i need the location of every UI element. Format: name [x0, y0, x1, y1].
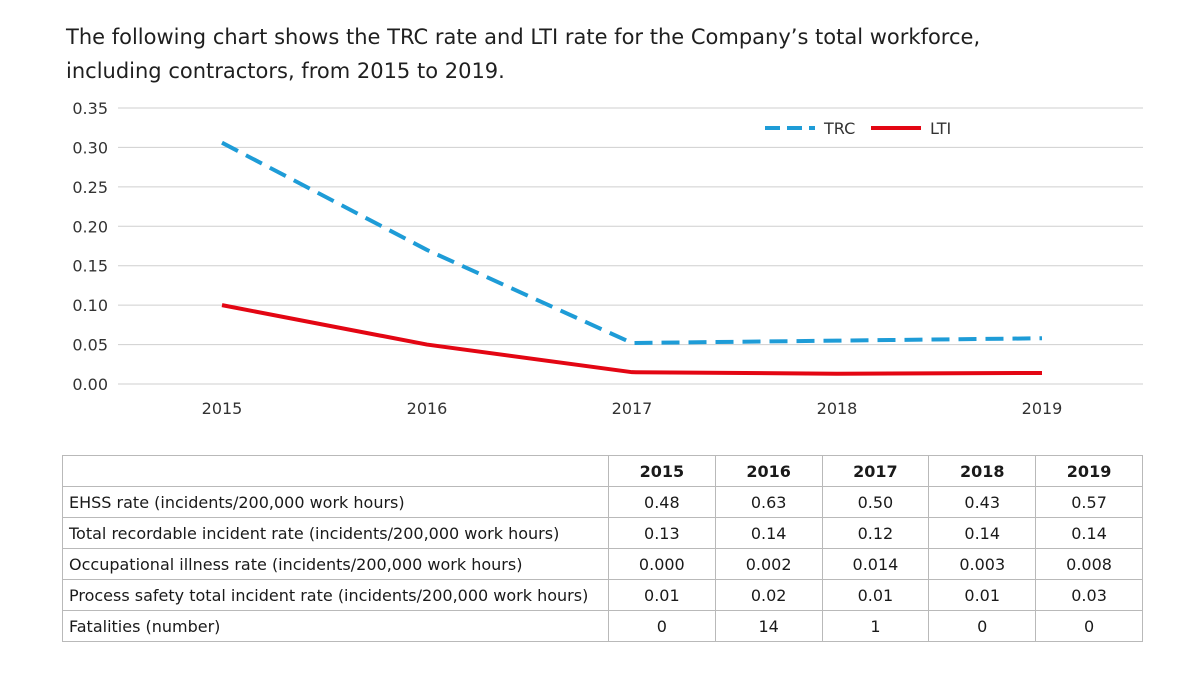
legend-label-trc: TRC [823, 119, 855, 138]
series-line-trc [221, 140, 1043, 345]
table-header-year: 2018 [928, 455, 1037, 487]
table-cell: 0.14 [928, 517, 1037, 549]
table-cell: 0 [607, 610, 716, 642]
line-chart: 0.00 0.05 0.10 0.15 0.20 0.25 0.30 0.35 2015 2016… [72, 99, 1143, 418]
table-cell: 0.003 [928, 548, 1037, 580]
y-tick-label: 0.30 [72, 138, 108, 157]
table-cell: 0.63 [714, 486, 823, 518]
y-tick-label: 0.20 [72, 217, 108, 236]
x-tick-label: 2016 [407, 399, 448, 418]
table-row: EHSS rate (incidents/200,000 work hours)… [62, 486, 1143, 518]
x-tick-label: 2015 [202, 399, 243, 418]
table-cell: 0.008 [1035, 548, 1143, 580]
table-cell: 0.13 [607, 517, 716, 549]
table-header-year: 2019 [1035, 455, 1143, 487]
row-label: Process safety total incident rate (inci… [62, 579, 609, 611]
table-cell: 0 [928, 610, 1037, 642]
table-cell: 1 [821, 610, 930, 642]
y-tick-label: 0.15 [72, 257, 108, 276]
table-cell: 0.03 [1035, 579, 1143, 611]
table-cell: 0.43 [928, 486, 1037, 518]
y-tick-label: 0.10 [72, 296, 108, 315]
table-header-year: 2015 [607, 455, 716, 487]
row-label: Total recordable incident rate (incident… [62, 517, 609, 549]
table-cell: 0.48 [607, 486, 716, 518]
table-row: Occupational illness rate (incidents/200… [62, 548, 1143, 580]
x-tick-label: 2017 [612, 399, 653, 418]
table-cell: 0.002 [714, 548, 823, 580]
table-cell: 0.01 [821, 579, 930, 611]
table-cell: 0.000 [607, 548, 716, 580]
table-row: Total recordable incident rate (incident… [62, 517, 1143, 549]
series-line-lti [221, 303, 1043, 376]
table-cell: 0.14 [1035, 517, 1143, 549]
row-label: Occupational illness rate (incidents/200… [62, 548, 609, 580]
table-cell: 0.01 [928, 579, 1037, 611]
y-tick-label: 0.25 [72, 178, 108, 197]
table-header-year: 2016 [714, 455, 823, 487]
table-cell: 0.14 [714, 517, 823, 549]
table-row: Process safety total incident rate (inci… [62, 579, 1143, 611]
y-tick-label: 0.00 [72, 375, 108, 394]
table-header-year: 2017 [821, 455, 930, 487]
row-label: EHSS rate (incidents/200,000 work hours) [62, 486, 609, 518]
intro-text: The following chart shows the TRC rate a… [66, 25, 981, 83]
safety-data-table: 2015 2016 2017 2018 2019 EHSS rate (inci… [62, 455, 1143, 642]
table-cell: 14 [714, 610, 823, 642]
y-tick-label: 0.05 [72, 336, 108, 355]
table-row: Fatalities (number) 0 14 1 0 0 [62, 610, 1143, 642]
table-cell: 0.014 [821, 548, 930, 580]
table-cell: 0.57 [1035, 486, 1143, 518]
x-tick-label: 2019 [1022, 399, 1063, 418]
table-header-label [62, 455, 609, 487]
table-cell: 0.12 [821, 517, 930, 549]
table-cell: 0.50 [821, 486, 930, 518]
table-cell: 0.01 [607, 579, 716, 611]
x-tick-label: 2018 [817, 399, 858, 418]
table-cell: 0.02 [714, 579, 823, 611]
legend-label-lti: LTI [930, 119, 951, 138]
y-tick-label: 0.35 [72, 99, 108, 118]
row-label: Fatalities (number) [62, 610, 609, 642]
table-header-row: 2015 2016 2017 2018 2019 [62, 455, 1143, 487]
table-cell: 0 [1035, 610, 1143, 642]
